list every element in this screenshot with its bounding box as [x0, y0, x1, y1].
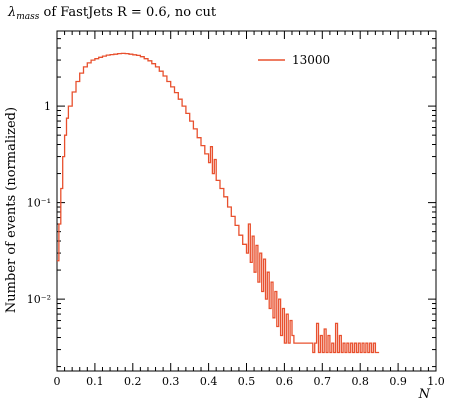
chart-title-text: of FastJets R = 0.6, no cut: [39, 5, 216, 20]
x-tick-label: 0.7: [314, 375, 332, 388]
series-group: [57, 53, 379, 352]
x-tick-label: 0.3: [162, 375, 180, 388]
x-tick-label: 0.8: [351, 375, 369, 388]
x-tick-label: 0: [54, 375, 61, 388]
y-tick-label: 1: [44, 100, 51, 113]
legend-label: 13000: [292, 53, 330, 67]
x-tick-label: 1.0: [427, 375, 445, 388]
y-tick-label: 10⁻²: [27, 293, 51, 306]
legend: 13000: [258, 53, 330, 67]
chart-title-symbol-sub: mass: [16, 12, 40, 22]
x-tick-label: 0.1: [86, 375, 104, 388]
chart-title: λmass of FastJets R = 0.6, no cut: [7, 5, 217, 22]
x-tick-label: 0.5: [238, 375, 256, 388]
x-tick-label: 0.6: [276, 375, 294, 388]
y-tick-label: 10⁻¹: [27, 197, 51, 210]
y-axis-label: Number of events (normalized): [4, 107, 19, 313]
series-line-13000: [57, 53, 379, 352]
x-axis-label: N: [418, 387, 431, 402]
axis-ticks: 0 0.1 0.2 0.3 0.4 0.5 0.6 0.7 0.8 0.9 1.0 10⁻² 10⁻¹ 1: [27, 31, 445, 388]
chart-title-symbol: λ: [7, 5, 16, 20]
x-tick-label: 0.4: [200, 375, 218, 388]
plot-frame: [57, 31, 436, 371]
x-tick-label: 0.9: [389, 375, 407, 388]
x-tick-label: 0.2: [124, 375, 142, 388]
